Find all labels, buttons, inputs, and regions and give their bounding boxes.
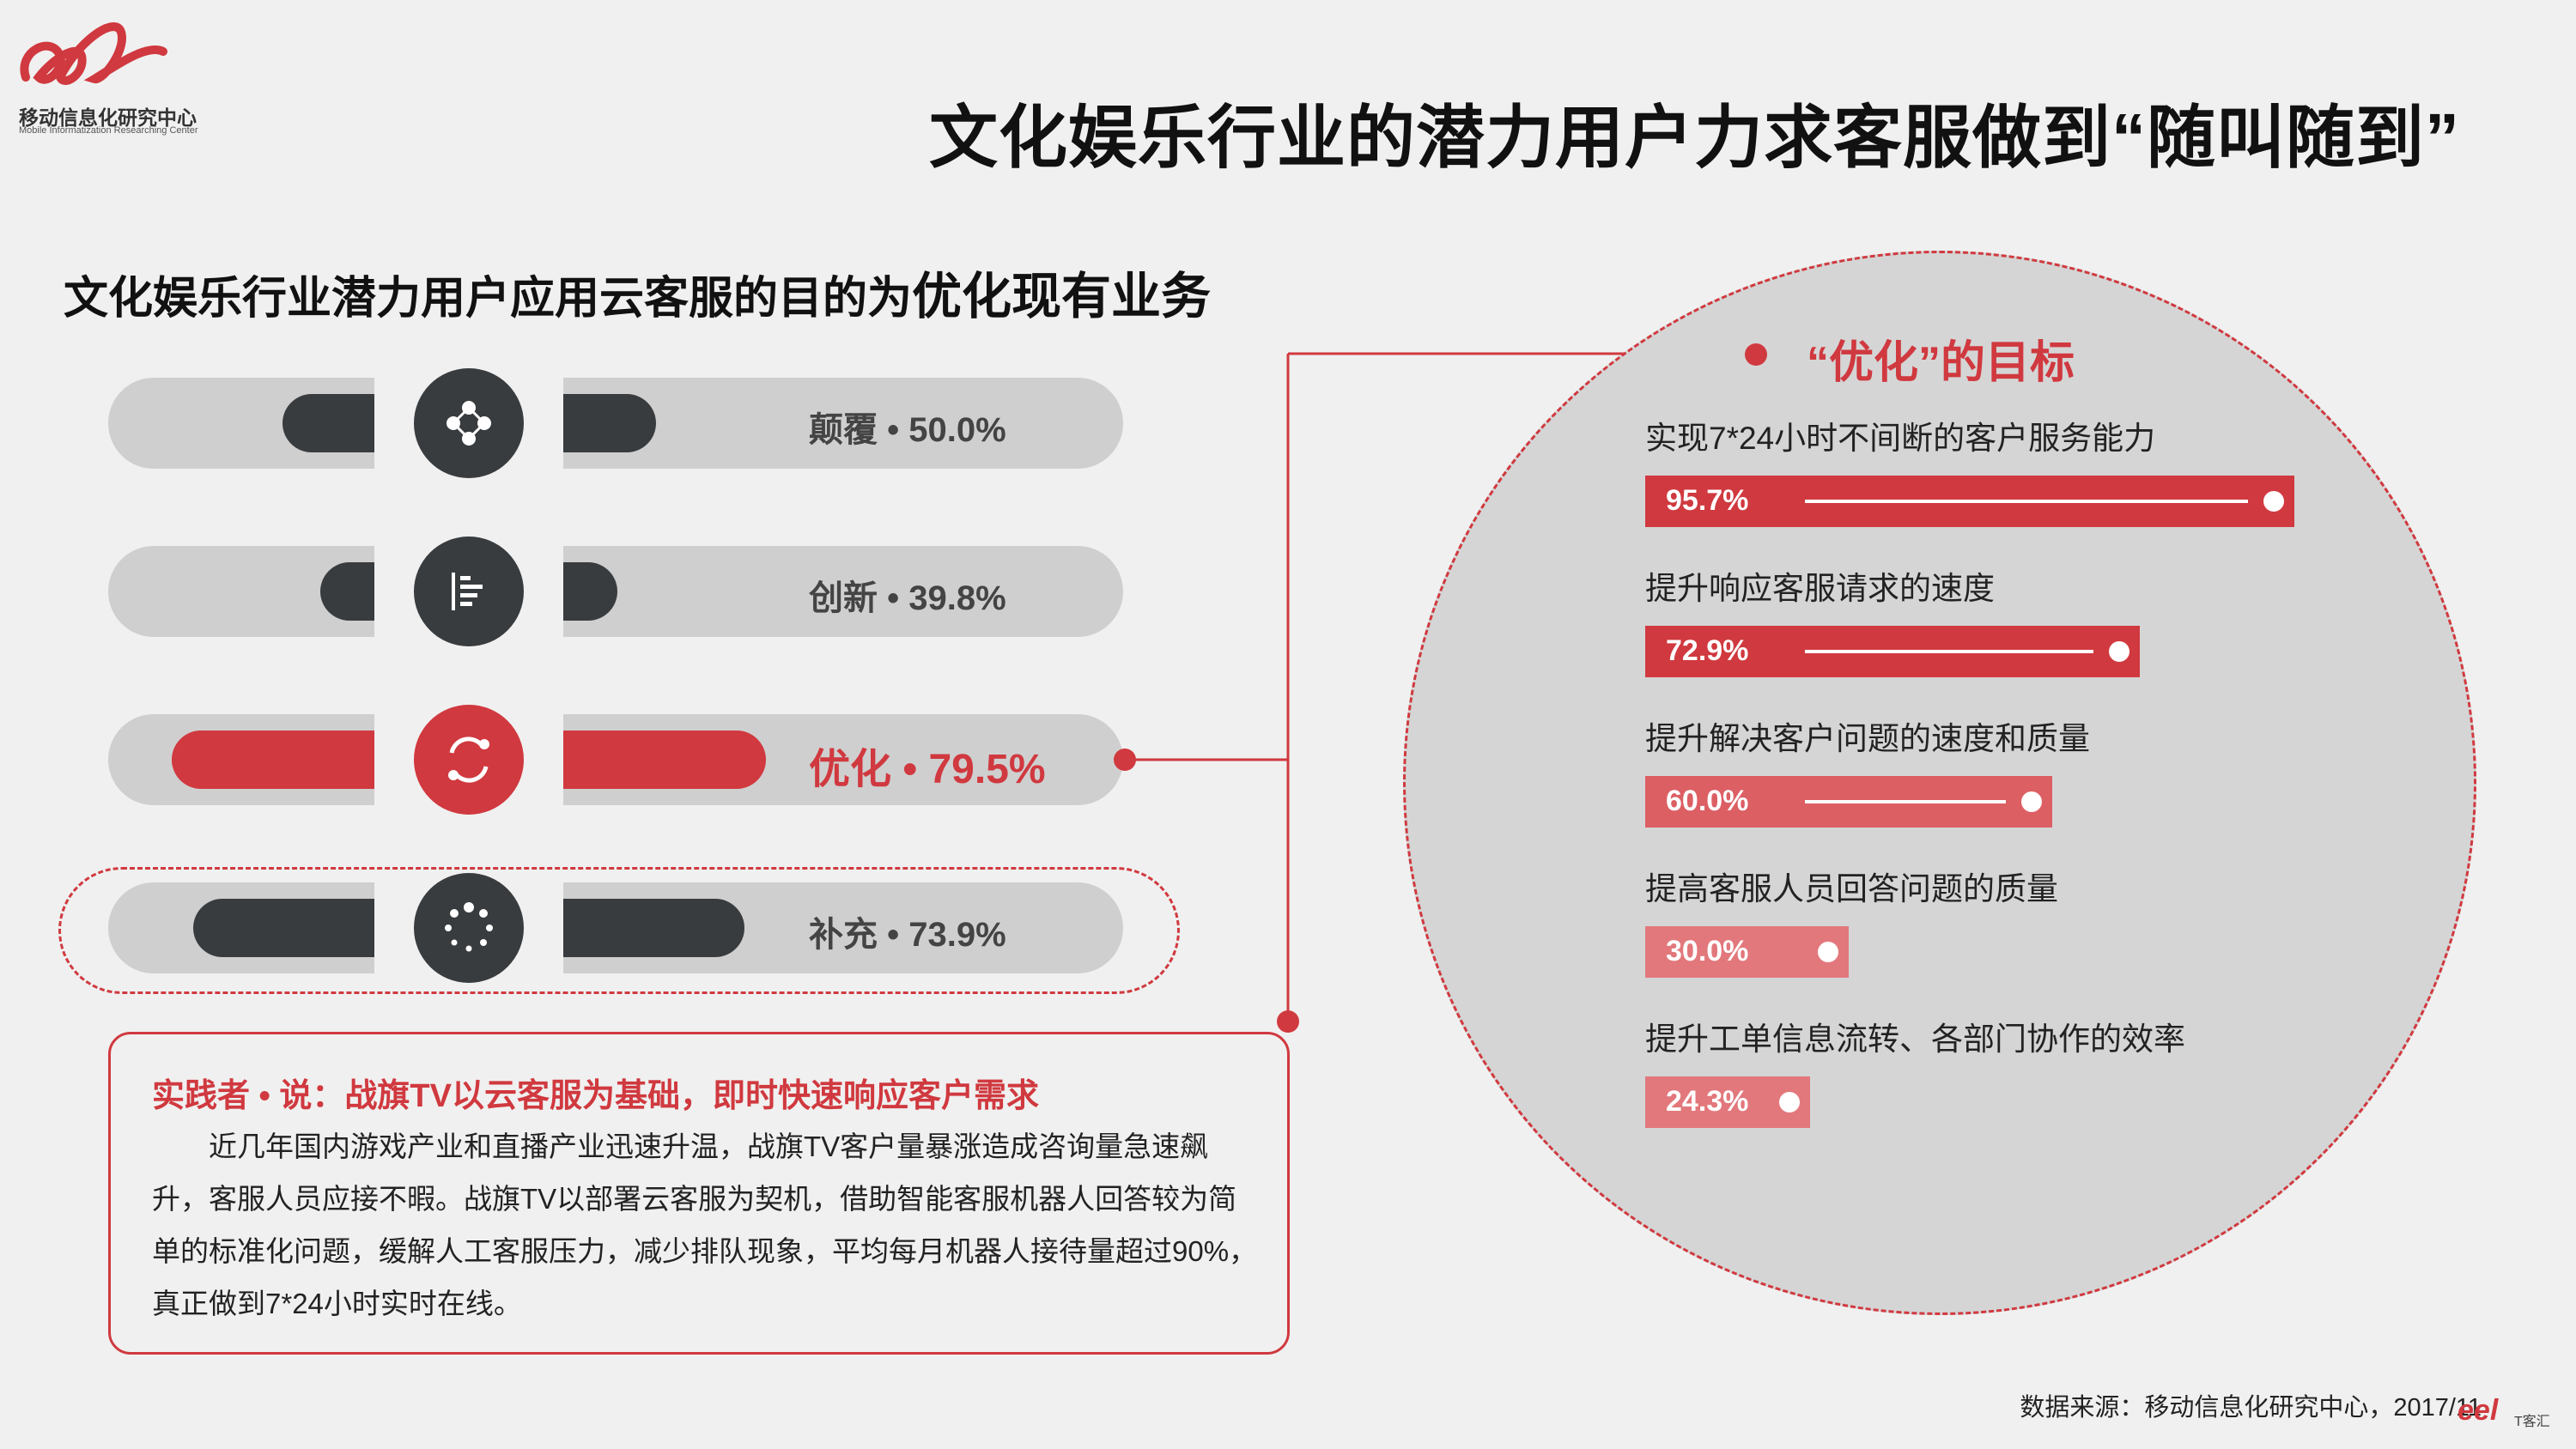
page-title: 文化娱乐行业的潜力用户力求客服做到“随叫随到” bbox=[929, 100, 2460, 176]
goal-bar-dot bbox=[2108, 641, 2129, 662]
highlight-dashed-box bbox=[58, 867, 1180, 994]
goal-category-label: 提升解决客户问题的速度和质量 bbox=[1645, 721, 2090, 756]
data-source: 数据来源：移动信息化研究中心，2017/11 bbox=[2020, 1394, 2482, 1422]
subtitle-prefix: 文化娱乐行业潜力用户应用云客服的目的为 bbox=[64, 274, 913, 324]
bar-value-label: 优化 • 79.5% bbox=[809, 747, 1046, 792]
org-name: 移动信息化研究中心 bbox=[19, 106, 197, 129]
goal-title-dot bbox=[1745, 343, 1767, 366]
case-title: 实践者 • 说：战旗TV以云客服为基础，即时快速响应客户需求 bbox=[152, 1078, 1039, 1114]
loading-dots-icon bbox=[414, 873, 524, 983]
goal-bar-line bbox=[1805, 500, 2249, 503]
goal-bar-line bbox=[1805, 800, 2006, 803]
case-body: 近几年国内游戏产业和直播产业迅速升温，战旗TV客户量暴涨造成咨询量急速飙升，客服… bbox=[152, 1131, 1258, 1319]
goal-value-label: 95.7% bbox=[1666, 484, 1749, 517]
goal-bar-dot bbox=[1778, 1092, 1800, 1113]
bar-value-label: 颠覆 • 50.0% bbox=[809, 411, 1006, 449]
goal-value-label: 30.0% bbox=[1666, 935, 1749, 967]
goal-category-label: 提高客服人员回答问题的质量 bbox=[1645, 871, 2058, 906]
eel-logo-mark bbox=[20, 22, 167, 85]
footer-logo-text: T客汇 bbox=[2514, 1415, 2550, 1429]
goal-category-label: 实现7*24小时不间断的客户服务能力 bbox=[1645, 421, 2156, 456]
connector-dot-end bbox=[1277, 1010, 1299, 1033]
nodes-icon bbox=[414, 368, 524, 478]
goal-bar: 72.9% bbox=[1645, 626, 2140, 677]
org-name-en: Mobile Informatization Researching Cente… bbox=[19, 125, 198, 136]
connector-dot-start bbox=[1114, 749, 1136, 771]
section-subtitle: 文化娱乐行业潜力用户应用云客服的目的为优化现有业务 bbox=[64, 256, 1211, 328]
subtitle-highlight: 优化现有业务 bbox=[912, 269, 1212, 324]
org-logo: 移动信息化研究中心 Mobile Informatization Researc… bbox=[17, 9, 215, 137]
goal-title: “优化”的目标 bbox=[1807, 338, 2075, 388]
bar-list-icon bbox=[414, 537, 524, 646]
goal-value-label: 72.9% bbox=[1666, 634, 1749, 667]
goal-value-label: 60.0% bbox=[1666, 785, 1749, 817]
goal-bar-line bbox=[1805, 650, 2093, 653]
goal-bar: 95.7% bbox=[1645, 476, 2295, 527]
sync-arrows-icon bbox=[414, 705, 524, 815]
goal-category-label: 提升工单信息流转、各部门协作的效率 bbox=[1645, 1022, 2185, 1057]
goal-category-label: 提升响应客服请求的速度 bbox=[1645, 571, 1995, 606]
case-study-box: 实践者 • 说：战旗TV以云客服为基础，即时快速响应客户需求 近几年国内游戏产业… bbox=[108, 1032, 1290, 1355]
bar-value-label: 补充 • 73.9% bbox=[809, 916, 1006, 954]
goal-bar-dot bbox=[2021, 791, 2042, 812]
goal-bar: 30.0% bbox=[1645, 926, 1849, 978]
goal-bar-dot bbox=[2263, 491, 2285, 512]
footer-logo: eel bbox=[2458, 1394, 2499, 1427]
goal-bar-dot bbox=[1818, 942, 1838, 962]
goal-value-label: 24.3% bbox=[1666, 1085, 1749, 1118]
goal-bar: 60.0% bbox=[1645, 776, 2052, 828]
bar-value-label: 创新 • 39.8% bbox=[809, 579, 1006, 617]
goal-bar: 24.3% bbox=[1645, 1076, 1810, 1128]
